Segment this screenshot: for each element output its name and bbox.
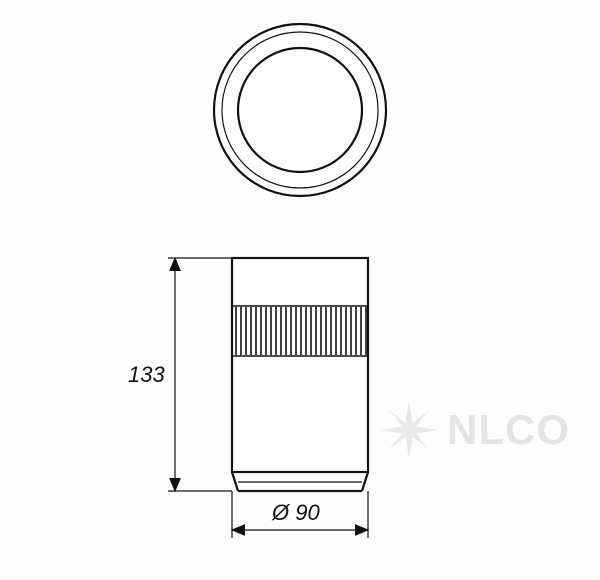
top-view	[214, 24, 386, 196]
side-view	[232, 258, 368, 491]
diameter-dimension-label: Ø 90	[272, 500, 320, 526]
drawing-svg	[0, 0, 600, 580]
technical-drawing: 133 Ø 90 NLCO	[0, 0, 600, 580]
dimension-height	[168, 258, 232, 491]
ribbed-band	[236, 307, 366, 355]
height-dimension-label: 133	[128, 362, 165, 388]
